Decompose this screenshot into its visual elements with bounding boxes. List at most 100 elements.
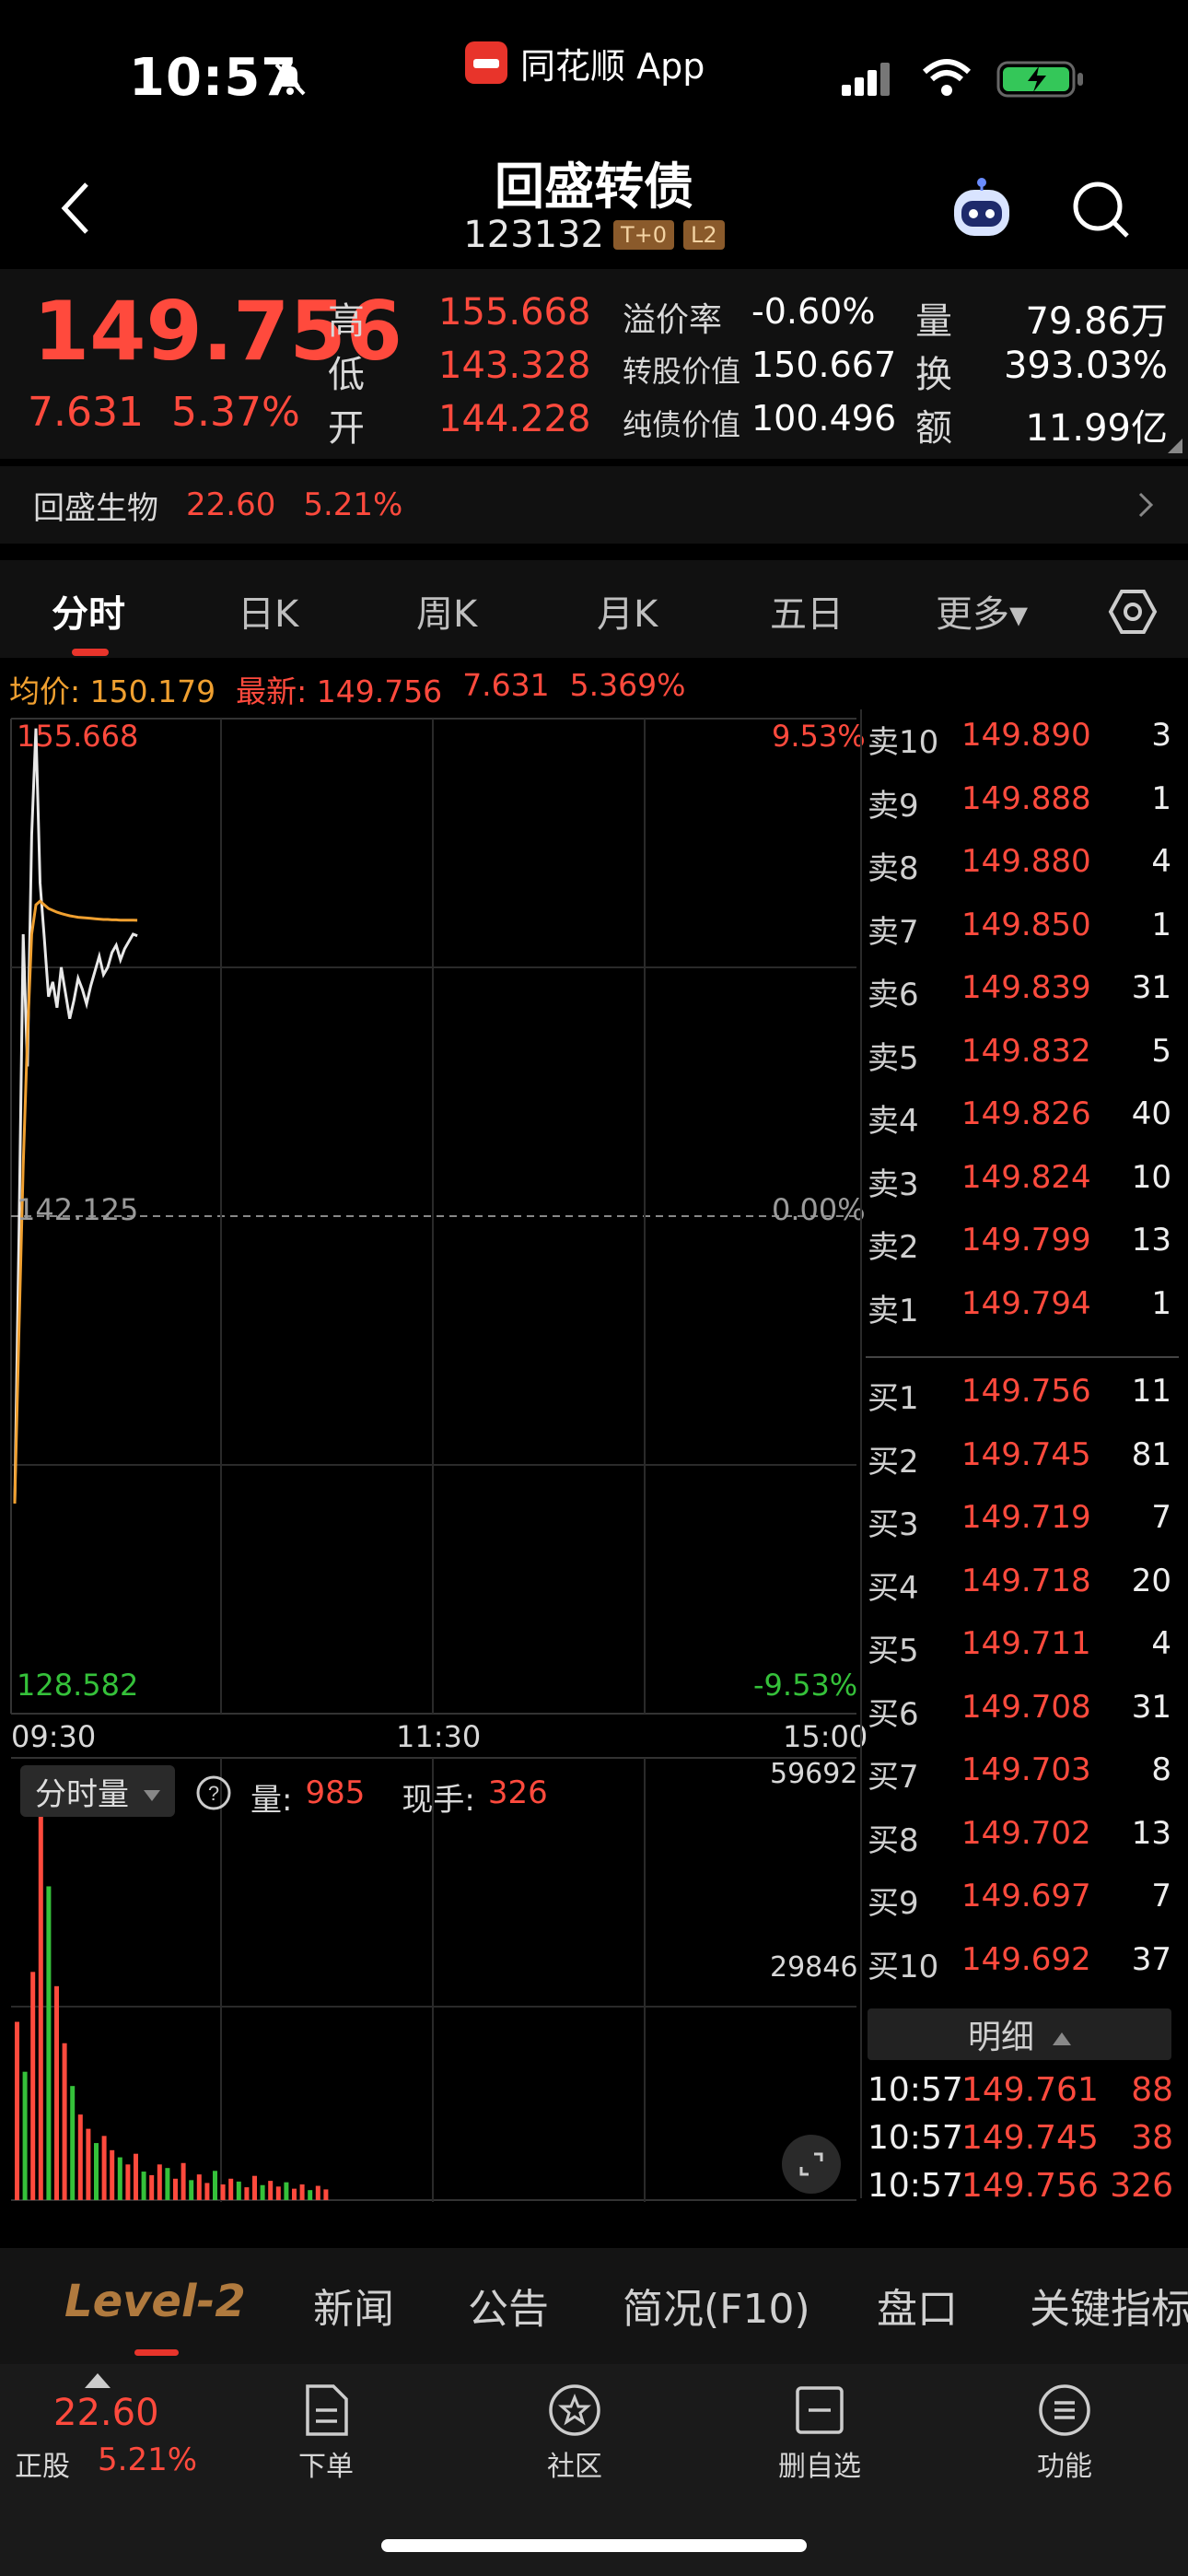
bid-row-9[interactable]: 买9 149.697 7 [860,1878,1188,1933]
vol-axis-mid: 29846 [770,1951,858,1984]
tab-f10[interactable]: 简况(F10) [623,2286,810,2333]
nav-functions[interactable]: 功能 [1000,2383,1129,2484]
tab-key-metrics[interactable]: 关键指标 [1030,2286,1188,2333]
turn-label: 换 [915,354,952,396]
ask-price: 149.826 [961,1095,1091,1132]
nav-community[interactable]: 社区 [510,2383,639,2484]
bid-row-2[interactable]: 买2 149.745 81 [860,1436,1188,1492]
volume-bar [299,2184,305,2200]
chart-grid [10,718,856,2202]
tab-news[interactable]: 新闻 [313,2286,394,2333]
bid-row-7[interactable]: 买7 149.703 8 [860,1751,1188,1807]
underlying-stock-row[interactable]: 回盛生物 22.60 5.21% [0,466,1188,544]
bid-row-8[interactable]: 买8 149.702 13 [860,1815,1188,1870]
bid-label: 买9 [868,1885,919,1922]
page-title: 回盛转债 [495,158,693,216]
turn-value: 393.03% [1004,345,1168,387]
tab-monthly-k[interactable]: 月K [597,593,658,636]
intraday-chart[interactable] [0,709,860,2202]
bid-qty: 31 [1131,1688,1171,1726]
volume-bar [22,2071,28,2200]
ask-label: 卖2 [868,1229,919,1266]
avg-price-line [13,899,138,1505]
premium-value: -0.60% [751,291,876,332]
tab-level2[interactable]: Level-2 [64,2276,246,2327]
ask-row-3[interactable]: 卖8 149.880 4 [860,843,1188,898]
settings-hex-icon[interactable] [1107,586,1159,641]
tab-more[interactable]: 更多▾ [936,593,1029,636]
ask-qty: 1 [1151,1284,1171,1322]
tick-qty: 38 [1131,2119,1173,2157]
stock-quick-view[interactable]: 22.60 正股 5.21% [0,2364,212,2502]
battery-icon [996,59,1085,103]
ask-row-5[interactable]: 卖6 149.839 31 [860,969,1188,1025]
bid-price: 149.703 [961,1751,1091,1788]
back-icon[interactable] [57,181,94,240]
ask-qty: 1 [1151,906,1171,943]
tab-intraday[interactable]: 分时 [52,593,125,636]
ask-label: 卖3 [868,1165,919,1203]
volume-bar [284,2182,289,2200]
back-to-app[interactable]: 同花顺 App [465,39,705,87]
avg-value: 150.179 [89,673,216,709]
volume-bar [189,2180,194,2200]
ask-qty: 10 [1131,1158,1171,1196]
ask-label: 卖10 [868,724,939,761]
volume-bar [308,2190,313,2200]
help-icon[interactable]: ? [195,1774,232,1815]
bid-row-1[interactable]: 买1 149.756 11 [860,1373,1188,1428]
bid-label: 买2 [868,1443,919,1481]
volume-bar [165,2168,170,2200]
ask-row-1[interactable]: 卖10 149.890 3 [860,717,1188,772]
chart-top-price: 155.668 [17,719,139,754]
ask-row-9[interactable]: 卖2 149.799 13 [860,1222,1188,1277]
nav-remove-watchlist[interactable]: 删自选 [755,2383,884,2484]
ask-row-10[interactable]: 卖1 149.794 1 [860,1285,1188,1341]
ask-row-6[interactable]: 卖5 149.832 5 [860,1033,1188,1088]
bid-row-10[interactable]: 买10 149.692 37 [860,1941,1188,1996]
tab-weekly-k[interactable]: 周K [416,593,478,636]
volume-bar [236,2181,241,2200]
bid-qty: 7 [1151,1499,1171,1536]
search-icon[interactable] [1068,177,1133,245]
volume-type-select[interactable]: 分时量 [20,1765,175,1817]
robot-assistant-icon[interactable] [947,175,1017,249]
tab-handicap[interactable]: 盘口 [877,2286,958,2333]
bottom-nav: 22.60 正股 5.21% 下单 社区 删自选 功能 [0,2364,1188,2576]
bid-row-4[interactable]: 买4 149.718 20 [860,1563,1188,1618]
info-tabs: Level-2 新闻 公告 简况(F10) 盘口 关键指标 [0,2248,1188,2364]
nav-order-label: 下单 [298,2451,354,2483]
bid-row-5[interactable]: 买5 149.711 4 [860,1625,1188,1680]
bid-qty: 13 [1131,1814,1171,1852]
volume-info: 量: 985 现手: 326 [250,1774,548,1820]
ask-qty: 13 [1131,1222,1171,1259]
ask-price: 149.880 [961,843,1091,880]
ask-row-4[interactable]: 卖7 149.850 1 [860,907,1188,962]
ask-qty: 5 [1151,1032,1171,1070]
bid-row-3[interactable]: 买3 149.719 7 [860,1499,1188,1554]
order-doc-icon [306,2384,348,2436]
volume-bar [86,2128,91,2200]
up-arrow-icon [85,2373,111,2392]
detail-toggle[interactable]: 明细 [868,2008,1171,2060]
bond-label: 纯债价值 [623,407,741,442]
underlying-pct: 5.21% [303,486,403,523]
ask-row-2[interactable]: 卖9 149.888 1 [860,780,1188,836]
expand-corner-icon[interactable] [1168,439,1182,457]
bid-price: 149.745 [961,1435,1091,1473]
volume-bar [275,2186,281,2200]
ask-row-8[interactable]: 卖3 149.824 10 [860,1159,1188,1214]
ask-row-7[interactable]: 卖4 149.826 40 [860,1095,1188,1151]
nav-order[interactable]: 下单 [262,2383,390,2484]
bid-qty: 8 [1151,1751,1171,1788]
tab-daily-k[interactable]: 日K [238,593,299,636]
tab-five-day[interactable]: 五日 [770,593,844,636]
tab-announcement[interactable]: 公告 [468,2286,549,2333]
volume-bar [228,2178,234,2200]
detail-label: 明细 [967,2019,1034,2056]
underlying-name: 回盛生物 [33,489,158,527]
fullscreen-icon[interactable] [781,2134,842,2198]
app-label: 同花顺 App [520,45,705,87]
bid-row-6[interactable]: 买6 149.708 31 [860,1689,1188,1744]
volume-bar [292,2188,297,2200]
